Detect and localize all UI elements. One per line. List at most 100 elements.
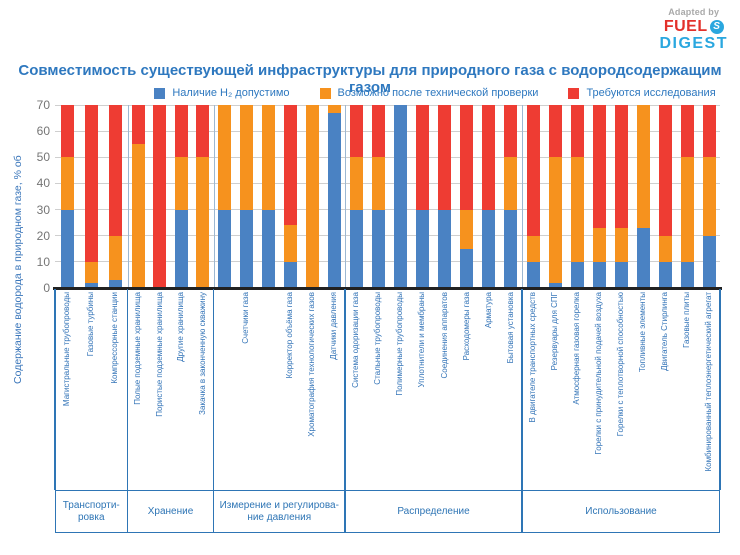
x-axis-label: Комбинированный теплоэнергетический агре… bbox=[704, 292, 713, 472]
y-axis-title: Содержание водорода в природном газе, % … bbox=[12, 155, 24, 385]
legend-item: Наличие H₂ допустимо bbox=[154, 87, 290, 99]
bar-segment-h2-ok bbox=[108, 280, 122, 288]
group-band-cell: Использование bbox=[585, 505, 657, 517]
gridline bbox=[55, 209, 720, 211]
logo-brand-row: FUEL S bbox=[659, 19, 728, 35]
bar-segment-research bbox=[371, 105, 385, 158]
bar-segment-after-check bbox=[504, 157, 518, 210]
logo-fuel-text: FUEL bbox=[663, 18, 708, 35]
group-separator bbox=[522, 105, 523, 288]
bar-segment-h2-ok bbox=[482, 209, 496, 288]
bar-segment-research bbox=[84, 105, 98, 262]
legend: Наличие H₂ допустимо Возможно после техни… bbox=[130, 87, 740, 99]
legend-swatch bbox=[319, 87, 331, 99]
x-axis-label: Резервуары для СПГ bbox=[550, 292, 559, 371]
bar-segment-research bbox=[680, 105, 694, 158]
bar-segment-h2-ok bbox=[592, 261, 606, 288]
bar-segment-h2-ok bbox=[658, 261, 672, 288]
logo-digest-text: DIGEST bbox=[659, 35, 728, 52]
bar-segment-h2-ok bbox=[614, 261, 628, 288]
y-tick-label: 50 bbox=[36, 150, 50, 165]
gridline bbox=[55, 235, 720, 237]
x-axis-label: Арматура bbox=[483, 292, 493, 329]
bar-segment-after-check bbox=[526, 235, 540, 262]
gridline bbox=[55, 156, 720, 158]
bar-segment-after-check bbox=[658, 235, 672, 262]
legend-item: Требуются исследования bbox=[568, 87, 716, 99]
bar-segment-h2-ok bbox=[680, 261, 694, 288]
x-axis-label: Закачка в законченную скважину bbox=[197, 292, 207, 415]
bar-segment-research bbox=[548, 105, 562, 158]
x-axis-label: Компрессорные станции bbox=[110, 292, 120, 384]
y-tick-label: 60 bbox=[36, 124, 50, 139]
group-separator bbox=[213, 105, 215, 288]
chart-title: Совместимость существующей инфраструктур… bbox=[18, 62, 722, 96]
bar-segment-h2-ok bbox=[393, 105, 407, 288]
group-boundary-line bbox=[344, 289, 346, 533]
x-axis-label: Стальные трубопроводы bbox=[373, 292, 383, 385]
bar-segment-h2-ok bbox=[415, 209, 429, 288]
gridline bbox=[55, 261, 720, 263]
group-boundary-line bbox=[126, 289, 129, 533]
bar-segment-after-check bbox=[261, 105, 275, 210]
bar-segment-research bbox=[108, 105, 122, 236]
legend-swatch bbox=[568, 87, 580, 99]
bar-segment-after-check bbox=[680, 157, 694, 262]
bar-segment-h2-ok bbox=[239, 209, 253, 288]
fuel-digest-logo: Adapted by FUEL S DIGEST bbox=[659, 8, 728, 52]
bar-segment-h2-ok bbox=[548, 282, 562, 288]
x-axis-label: Двигатель Стирлинга bbox=[660, 292, 669, 371]
bar-segment-after-check bbox=[84, 261, 98, 283]
bar-segment-h2-ok bbox=[349, 209, 363, 288]
bar-segment-h2-ok bbox=[217, 209, 231, 288]
x-axis-label: Датчики давления bbox=[329, 292, 339, 360]
bar-segment-h2-ok bbox=[570, 261, 584, 288]
group-boundary-line bbox=[719, 289, 721, 490]
legend-label: Требуются исследования bbox=[586, 87, 716, 99]
x-axis-label: Горелки с принудительной подачей воздуха bbox=[594, 292, 603, 455]
gridline bbox=[55, 104, 720, 106]
bar-segment-research bbox=[658, 105, 672, 236]
x-axis-label: Уплотнители и мембраны bbox=[417, 292, 427, 388]
x-axis-label: Газовые плиты bbox=[682, 292, 691, 348]
group-band-cell: Транспорти- ровка bbox=[62, 499, 120, 523]
gridline bbox=[55, 182, 720, 184]
bar-segment-research bbox=[504, 105, 518, 158]
x-axis-label: Полые подземные хранилища bbox=[133, 292, 143, 405]
y-tick-label: 0 bbox=[43, 281, 50, 295]
bar-segment-research bbox=[60, 105, 74, 158]
adapted-by-text: Adapted by bbox=[668, 7, 720, 17]
y-tick-label: 40 bbox=[36, 176, 50, 191]
bar-segment-after-check bbox=[349, 157, 363, 210]
bar-segment-after-check bbox=[60, 157, 74, 210]
bar-segment-research bbox=[702, 105, 716, 158]
x-axis-label: Атмосферная газовая горелка bbox=[572, 292, 581, 405]
x-axis-label: Корректор объёма газа bbox=[285, 292, 295, 379]
bar-segment-research bbox=[482, 105, 496, 210]
bar-segment-h2-ok bbox=[84, 282, 98, 288]
bar-segment-after-check bbox=[131, 144, 145, 288]
bar-segment-h2-ok bbox=[438, 209, 452, 288]
bar-segment-research bbox=[349, 105, 363, 158]
bar-segment-research bbox=[570, 105, 584, 158]
x-axis-label: Счетчики газа bbox=[241, 292, 251, 344]
bar-segment-after-check bbox=[239, 105, 253, 210]
bar-segment-h2-ok bbox=[636, 227, 650, 288]
bar-segment-after-check bbox=[570, 157, 584, 262]
bar-segment-research bbox=[131, 105, 145, 145]
bar-segment-research bbox=[283, 105, 297, 226]
bar-segment-after-check bbox=[371, 157, 385, 210]
bar-segment-after-check bbox=[460, 209, 474, 249]
y-tick-label: 20 bbox=[36, 228, 50, 243]
bar-segment-research bbox=[460, 105, 474, 210]
group-band bbox=[55, 490, 720, 533]
legend-label: Наличие H₂ допустимо bbox=[172, 87, 290, 99]
bar-segment-after-check bbox=[614, 227, 628, 262]
x-axis-label: Газовые турбины bbox=[86, 292, 96, 357]
bar-segment-h2-ok bbox=[174, 209, 188, 288]
bar-segment-after-check bbox=[548, 157, 562, 283]
bar-segment-research bbox=[196, 105, 210, 158]
x-axis-label: Пористые подземные хранилища bbox=[154, 292, 164, 417]
x-axis-label: Расходомеры газа bbox=[461, 292, 471, 361]
bar-segment-after-check bbox=[283, 225, 297, 262]
